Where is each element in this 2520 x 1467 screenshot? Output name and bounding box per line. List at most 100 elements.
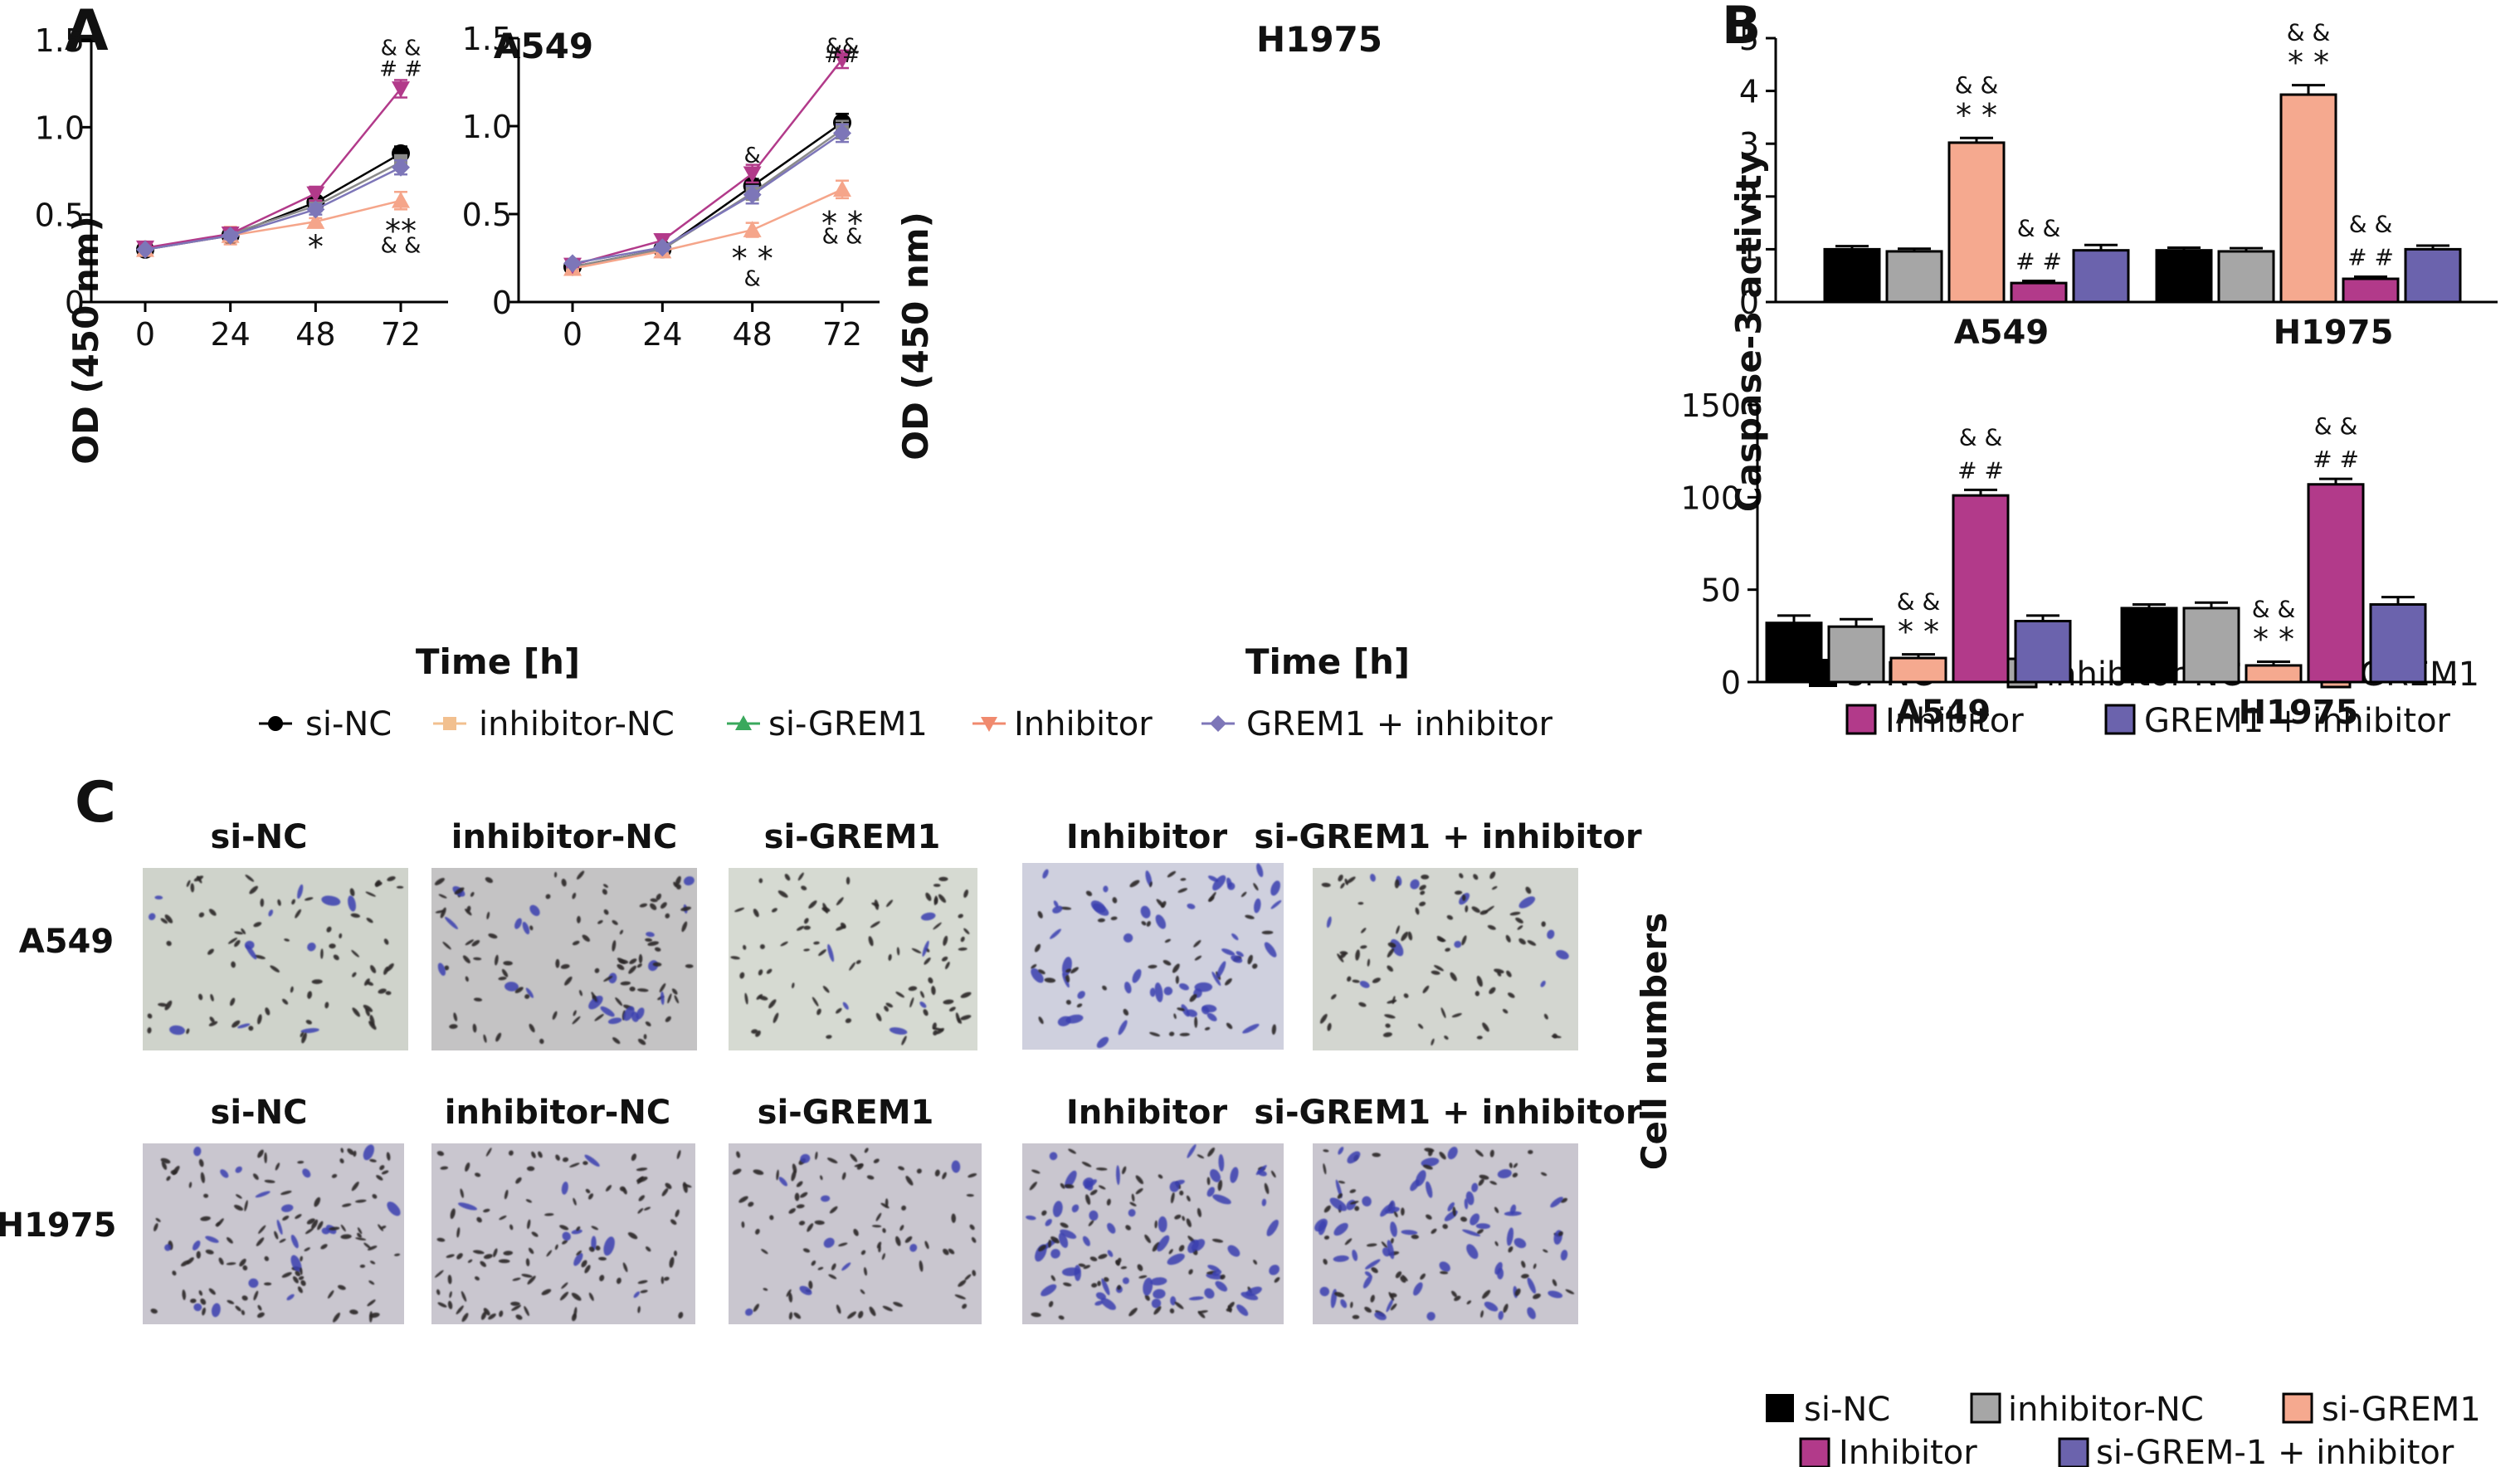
cell [796,1204,805,1209]
bar [2120,607,2178,684]
cell [200,1216,211,1221]
cell [814,1220,825,1226]
cell [1411,1234,1419,1240]
cell [304,897,314,901]
cell [307,943,316,952]
cell [933,922,942,930]
cell [450,1208,456,1220]
legend-item-si-grem1: si-GREM1 [2282,1391,2481,1429]
cell [1327,1022,1332,1031]
bar [1889,656,1947,684]
cell [836,1007,842,1014]
cell [169,1025,185,1036]
cell [1097,918,1105,923]
cell [963,889,969,898]
cell [234,939,241,948]
cell [758,878,763,884]
cell [1362,1196,1372,1206]
cell [1550,1197,1563,1208]
cell [376,1175,383,1181]
cell [1220,1274,1226,1280]
cell [154,895,163,900]
x-tick-label: 24 [210,316,250,353]
cell [1253,883,1259,891]
cell [871,1225,882,1228]
cell [599,1274,605,1282]
cell [1221,948,1236,956]
x-tick-label: 24 [642,316,682,353]
cell [559,1291,569,1301]
cell [964,1274,972,1280]
cell [1187,1239,1199,1254]
x-tick-label: 0 [563,316,582,353]
cell [355,1199,367,1203]
cell [1095,1167,1108,1171]
cell [170,1169,178,1175]
cell [486,911,490,920]
cell [1527,1307,1536,1319]
cell [951,1160,961,1173]
cell [329,1226,340,1231]
cell [499,1310,504,1318]
cell [525,1199,533,1203]
cell [736,1151,741,1158]
cell [515,1314,523,1320]
cell [1385,1023,1391,1028]
cell [763,1288,768,1291]
cell [244,1200,248,1211]
cell [771,908,777,913]
cell [348,895,356,912]
cell [924,957,931,965]
cell [509,1224,514,1231]
cell [948,1006,956,1012]
cell [386,1152,391,1161]
y-tick-label: 50 [1701,573,1741,609]
cell [1349,1189,1357,1193]
cell [300,1028,319,1034]
cell [245,875,255,882]
cell [943,1248,949,1255]
cell [637,1279,648,1284]
y-tick-label: 1.5 [462,21,512,57]
cell [1387,1240,1395,1260]
cell [253,1290,259,1301]
cell [920,912,936,921]
cell [370,1260,376,1265]
cell [1274,1277,1280,1283]
cell [1415,907,1420,915]
cell [942,1172,947,1180]
cell [1401,931,1409,942]
cell [544,1213,554,1216]
cell [1465,1191,1474,1206]
legend-label: si-NC [305,705,392,743]
cell [1115,1165,1120,1186]
micrograph-tile [431,1143,695,1324]
cell [1227,1245,1241,1257]
cell [1197,1154,1205,1159]
cell [1215,1280,1228,1292]
cell [591,1235,597,1250]
cell [1329,1197,1348,1211]
cell [882,1305,893,1312]
cell [444,965,450,971]
cell [1269,1265,1279,1275]
cell [885,899,894,908]
significance-mark: * * [732,241,773,277]
y-tick-label: 150 [1680,387,1741,424]
cell [743,944,747,950]
cell [172,1270,177,1276]
cell [1049,1152,1058,1161]
cell [881,1253,885,1260]
cell [1270,899,1282,909]
bar [1823,247,1881,304]
cell [241,1295,248,1301]
cell [1115,1260,1120,1266]
cell [797,872,804,881]
y-axis-label: Caspase-3 activity [1728,152,1769,512]
significance-mark: # # [2313,446,2359,473]
cell [1358,1002,1367,1007]
cell [202,1307,206,1316]
cell [1497,1169,1512,1179]
cell [938,876,948,881]
cell [465,1162,470,1172]
